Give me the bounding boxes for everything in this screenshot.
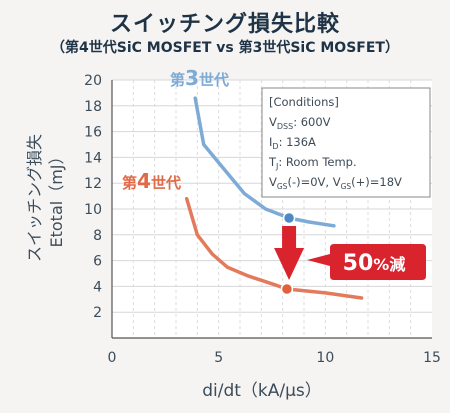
tj-main: T [268, 155, 277, 169]
y-tick-label: 2 [93, 305, 102, 321]
y-tick-label: 4 [93, 279, 102, 295]
series-line-gen3 [193, 96, 336, 228]
vgs2-sub: GS [341, 182, 352, 191]
condition-vgs: VGS(-)=0V, VGS(+)=18V [269, 175, 402, 191]
gen4-label-suffix: 世代 [151, 174, 181, 192]
id-main: I [269, 135, 272, 149]
conditions-header: [Conditions] [269, 95, 339, 109]
y-axis-label-line2: Etotal（mJ） [47, 148, 66, 247]
x-tick-label: 15 [423, 350, 441, 366]
y-tick-label: 12 [84, 176, 102, 192]
id-sub: D [272, 142, 278, 151]
reduction-arrow-icon [274, 226, 305, 280]
gen3-label-prefix: 第 [170, 71, 185, 89]
gen4-label-prefix: 第 [122, 174, 137, 192]
series-label-gen4: 第4世代 [122, 169, 181, 193]
vgs2-main: V [333, 175, 341, 189]
series-group [184, 96, 364, 300]
series-label-gen3: 第3世代 [170, 66, 229, 90]
tj-value: : Room Temp. [278, 155, 356, 169]
x-tick-label: 5 [214, 350, 223, 366]
series-line-gen4 [184, 196, 364, 300]
reduction-callout [307, 244, 426, 280]
x-tick-label: 0 [108, 350, 117, 366]
vgs1-main: V [269, 175, 277, 189]
y-tick-label: 8 [93, 228, 102, 244]
y-tick-label: 18 [84, 99, 102, 115]
chart-subtitle: （第4世代SiC MOSFET vs 第3世代SiC MOSFET） [51, 40, 399, 56]
highlight-point-gen3 [282, 211, 296, 225]
vdss-main: V [269, 115, 277, 129]
reduction-value: 50 [343, 251, 374, 276]
reduction-unit: %減 [373, 255, 405, 274]
gen3-label-num: 3 [185, 66, 199, 90]
y-tick-label: 16 [84, 125, 102, 141]
condition-id: ID: 136A [269, 135, 316, 151]
condition-tj: TJ: Room Temp. [268, 155, 357, 171]
gen3-label-suffix: 世代 [199, 71, 229, 89]
condition-vdss: VDSS: 600V [269, 115, 331, 131]
x-axis-label: di/dt（kA/μs） [202, 381, 322, 401]
vgs1-sub: GS [277, 182, 288, 191]
conditions-box: [Conditions] VDSS: 600V ID: 136A TJ: Roo… [261, 87, 431, 198]
vdss-value: : 600V [293, 115, 330, 129]
reduction-callout-text: 50%減 [343, 251, 406, 276]
gen4-label-num: 4 [137, 169, 151, 193]
tick-labels: 2 4 6 8 10 12 14 16 18 20 0 5 10 15 [84, 73, 441, 366]
y-tick-label: 14 [84, 150, 102, 166]
x-tick-label: 10 [316, 350, 334, 366]
conditions-frame [261, 87, 431, 198]
y-axis-label-line1: スイッチング損失 [25, 134, 44, 262]
id-value: : 136A [279, 135, 316, 149]
vdss-sub: DSS [277, 122, 293, 131]
highlight-point-gen4 [280, 282, 294, 296]
vgs1-value: (-)=0V, [287, 175, 332, 189]
tj-sub: J [275, 162, 278, 171]
y-tick-label: 20 [84, 73, 102, 89]
axes [111, 80, 432, 339]
y-tick-label: 10 [84, 202, 102, 218]
chart-title: スイッチング損失比較 [109, 12, 340, 37]
y-tick-label: 6 [93, 254, 102, 270]
vgs2-value: (+)=18V [351, 175, 402, 189]
